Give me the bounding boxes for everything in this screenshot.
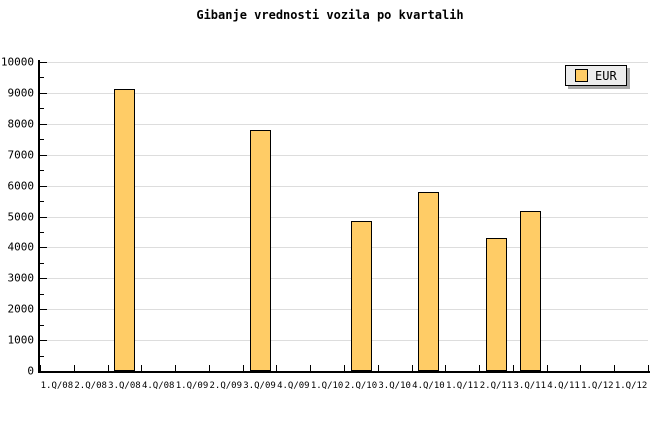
x-axis-label-4: 1.Q/09 — [175, 381, 209, 391]
bar-2.Q/11 — [485, 238, 507, 371]
y-minor-tick-3500 — [40, 263, 44, 264]
y-tick-3000 — [40, 278, 47, 279]
y-axis-line — [38, 60, 40, 373]
x-axis-label-11: 4.Q/10 — [412, 381, 445, 391]
y-axis-label-9000: 9000 — [7, 86, 35, 100]
x-tick-10 — [378, 365, 379, 371]
y-minor-tick-500 — [40, 356, 44, 357]
x-tick-14 — [513, 365, 514, 371]
y-minor-tick-8500 — [40, 108, 44, 109]
y-axis-label-2000: 2000 — [7, 302, 35, 316]
y-axis-label-7000: 7000 — [7, 148, 35, 162]
y-axis-label-1000: 1000 — [7, 333, 35, 347]
gridline-10000 — [40, 62, 648, 63]
x-tick-7 — [276, 365, 277, 371]
y-tick-8000 — [40, 124, 47, 125]
x-axis-line — [38, 371, 650, 373]
chart-title: Gibanje vrednosti vozila po kvartalih — [196, 8, 464, 22]
y-tick-5000 — [40, 217, 47, 218]
gridline-4000 — [40, 247, 648, 248]
x-axis-label-6: 3.Q/09 — [243, 381, 276, 391]
x-tick-9 — [344, 365, 345, 371]
x-tick-11 — [412, 365, 413, 371]
gridline-6000 — [40, 186, 648, 187]
bar-4.Q/10 — [417, 192, 439, 371]
x-axis-labels: 1.Q/08 2.Q/08 3.Q/08 4.Q/08 1.Q/09 2.Q/09 3.Q/… — [40, 381, 648, 393]
x-tick-0 — [40, 365, 41, 371]
y-minor-tick-6500 — [40, 170, 44, 171]
gridline-1000 — [40, 340, 648, 341]
legend-swatch-icon — [575, 69, 588, 82]
bar-2.Q/10 — [350, 221, 372, 371]
x-tick-15 — [547, 365, 548, 371]
y-axis-label-10000: 10000 — [0, 55, 34, 69]
x-tick-2 — [108, 365, 109, 371]
x-tick-3 — [141, 365, 142, 371]
y-minor-tick-2500 — [40, 294, 44, 295]
x-tick-18 — [648, 365, 649, 371]
x-axis-label-8: 1.Q/10 — [310, 381, 344, 391]
x-axis-label-0: 1.Q/08 — [40, 381, 74, 391]
gridline-2000 — [40, 309, 648, 310]
x-tick-5 — [209, 365, 210, 371]
legend: EUR — [565, 65, 627, 86]
y-tick-1000 — [40, 340, 47, 341]
x-tick-8 — [310, 365, 311, 371]
y-axis-label-0: 0 — [27, 364, 34, 378]
x-axis-label-3: 4.Q/08 — [141, 381, 175, 391]
y-tick-2000 — [40, 309, 47, 310]
y-minor-tick-9500 — [40, 77, 44, 78]
y-axis-label-5000: 5000 — [7, 210, 35, 224]
y-minor-tick-1500 — [40, 325, 44, 326]
y-tick-9000 — [40, 93, 47, 94]
y-tick-4000 — [40, 247, 47, 248]
bar-3.Q/11 — [519, 211, 541, 371]
y-axis-label-3000: 3000 — [7, 271, 35, 285]
gridline-7000 — [40, 155, 648, 156]
x-axis-label-17: 1.Q/12 — [614, 381, 648, 391]
plot-area — [40, 62, 649, 372]
x-axis-label-16: 1.Q/12 — [581, 381, 614, 391]
x-tick-16 — [580, 365, 581, 371]
bar-3.Q/09 — [249, 130, 271, 371]
y-axis-label-8000: 8000 — [7, 117, 35, 131]
x-tick-4 — [175, 365, 176, 371]
x-axis-label-7: 4.Q/09 — [277, 381, 310, 391]
x-axis-label-13: 2.Q/11 — [479, 381, 513, 391]
gridline-8000 — [40, 124, 648, 125]
x-axis-label-14: 3.Q/11 — [513, 381, 547, 391]
x-tick-13 — [479, 365, 480, 371]
x-tick-17 — [614, 365, 615, 371]
y-axis-label-4000: 4000 — [7, 240, 35, 254]
y-tick-6000 — [40, 186, 47, 187]
x-axis-label-1: 2.Q/08 — [74, 381, 107, 391]
y-axis-label-6000: 6000 — [7, 179, 35, 193]
y-tick-10000 — [40, 62, 47, 63]
x-tick-1 — [74, 365, 75, 371]
bar-3.Q/08 — [113, 89, 135, 371]
x-tick-12 — [445, 365, 446, 371]
x-axis-label-10: 3.Q/10 — [378, 381, 411, 391]
x-axis-label-9: 2.Q/10 — [344, 381, 378, 391]
x-axis-label-15: 4.Q/11 — [547, 381, 580, 391]
x-axis-label-5: 2.Q/09 — [209, 381, 243, 391]
gridline-5000 — [40, 217, 648, 218]
x-axis-label-2: 3.Q/08 — [108, 381, 141, 391]
y-minor-tick-4500 — [40, 232, 44, 233]
gridline-9000 — [40, 93, 648, 94]
y-axis-labels: 0 1000 2000 3000 4000 5000 6000 7000 8000 9000 100… — [0, 57, 35, 377]
x-tick-6 — [243, 365, 244, 371]
y-minor-tick-5500 — [40, 201, 44, 202]
x-axis-label-12: 1.Q/11 — [445, 381, 479, 391]
legend-label: EUR — [595, 68, 617, 83]
y-minor-tick-7500 — [40, 139, 44, 140]
y-tick-7000 — [40, 155, 47, 156]
gridline-3000 — [40, 278, 648, 279]
